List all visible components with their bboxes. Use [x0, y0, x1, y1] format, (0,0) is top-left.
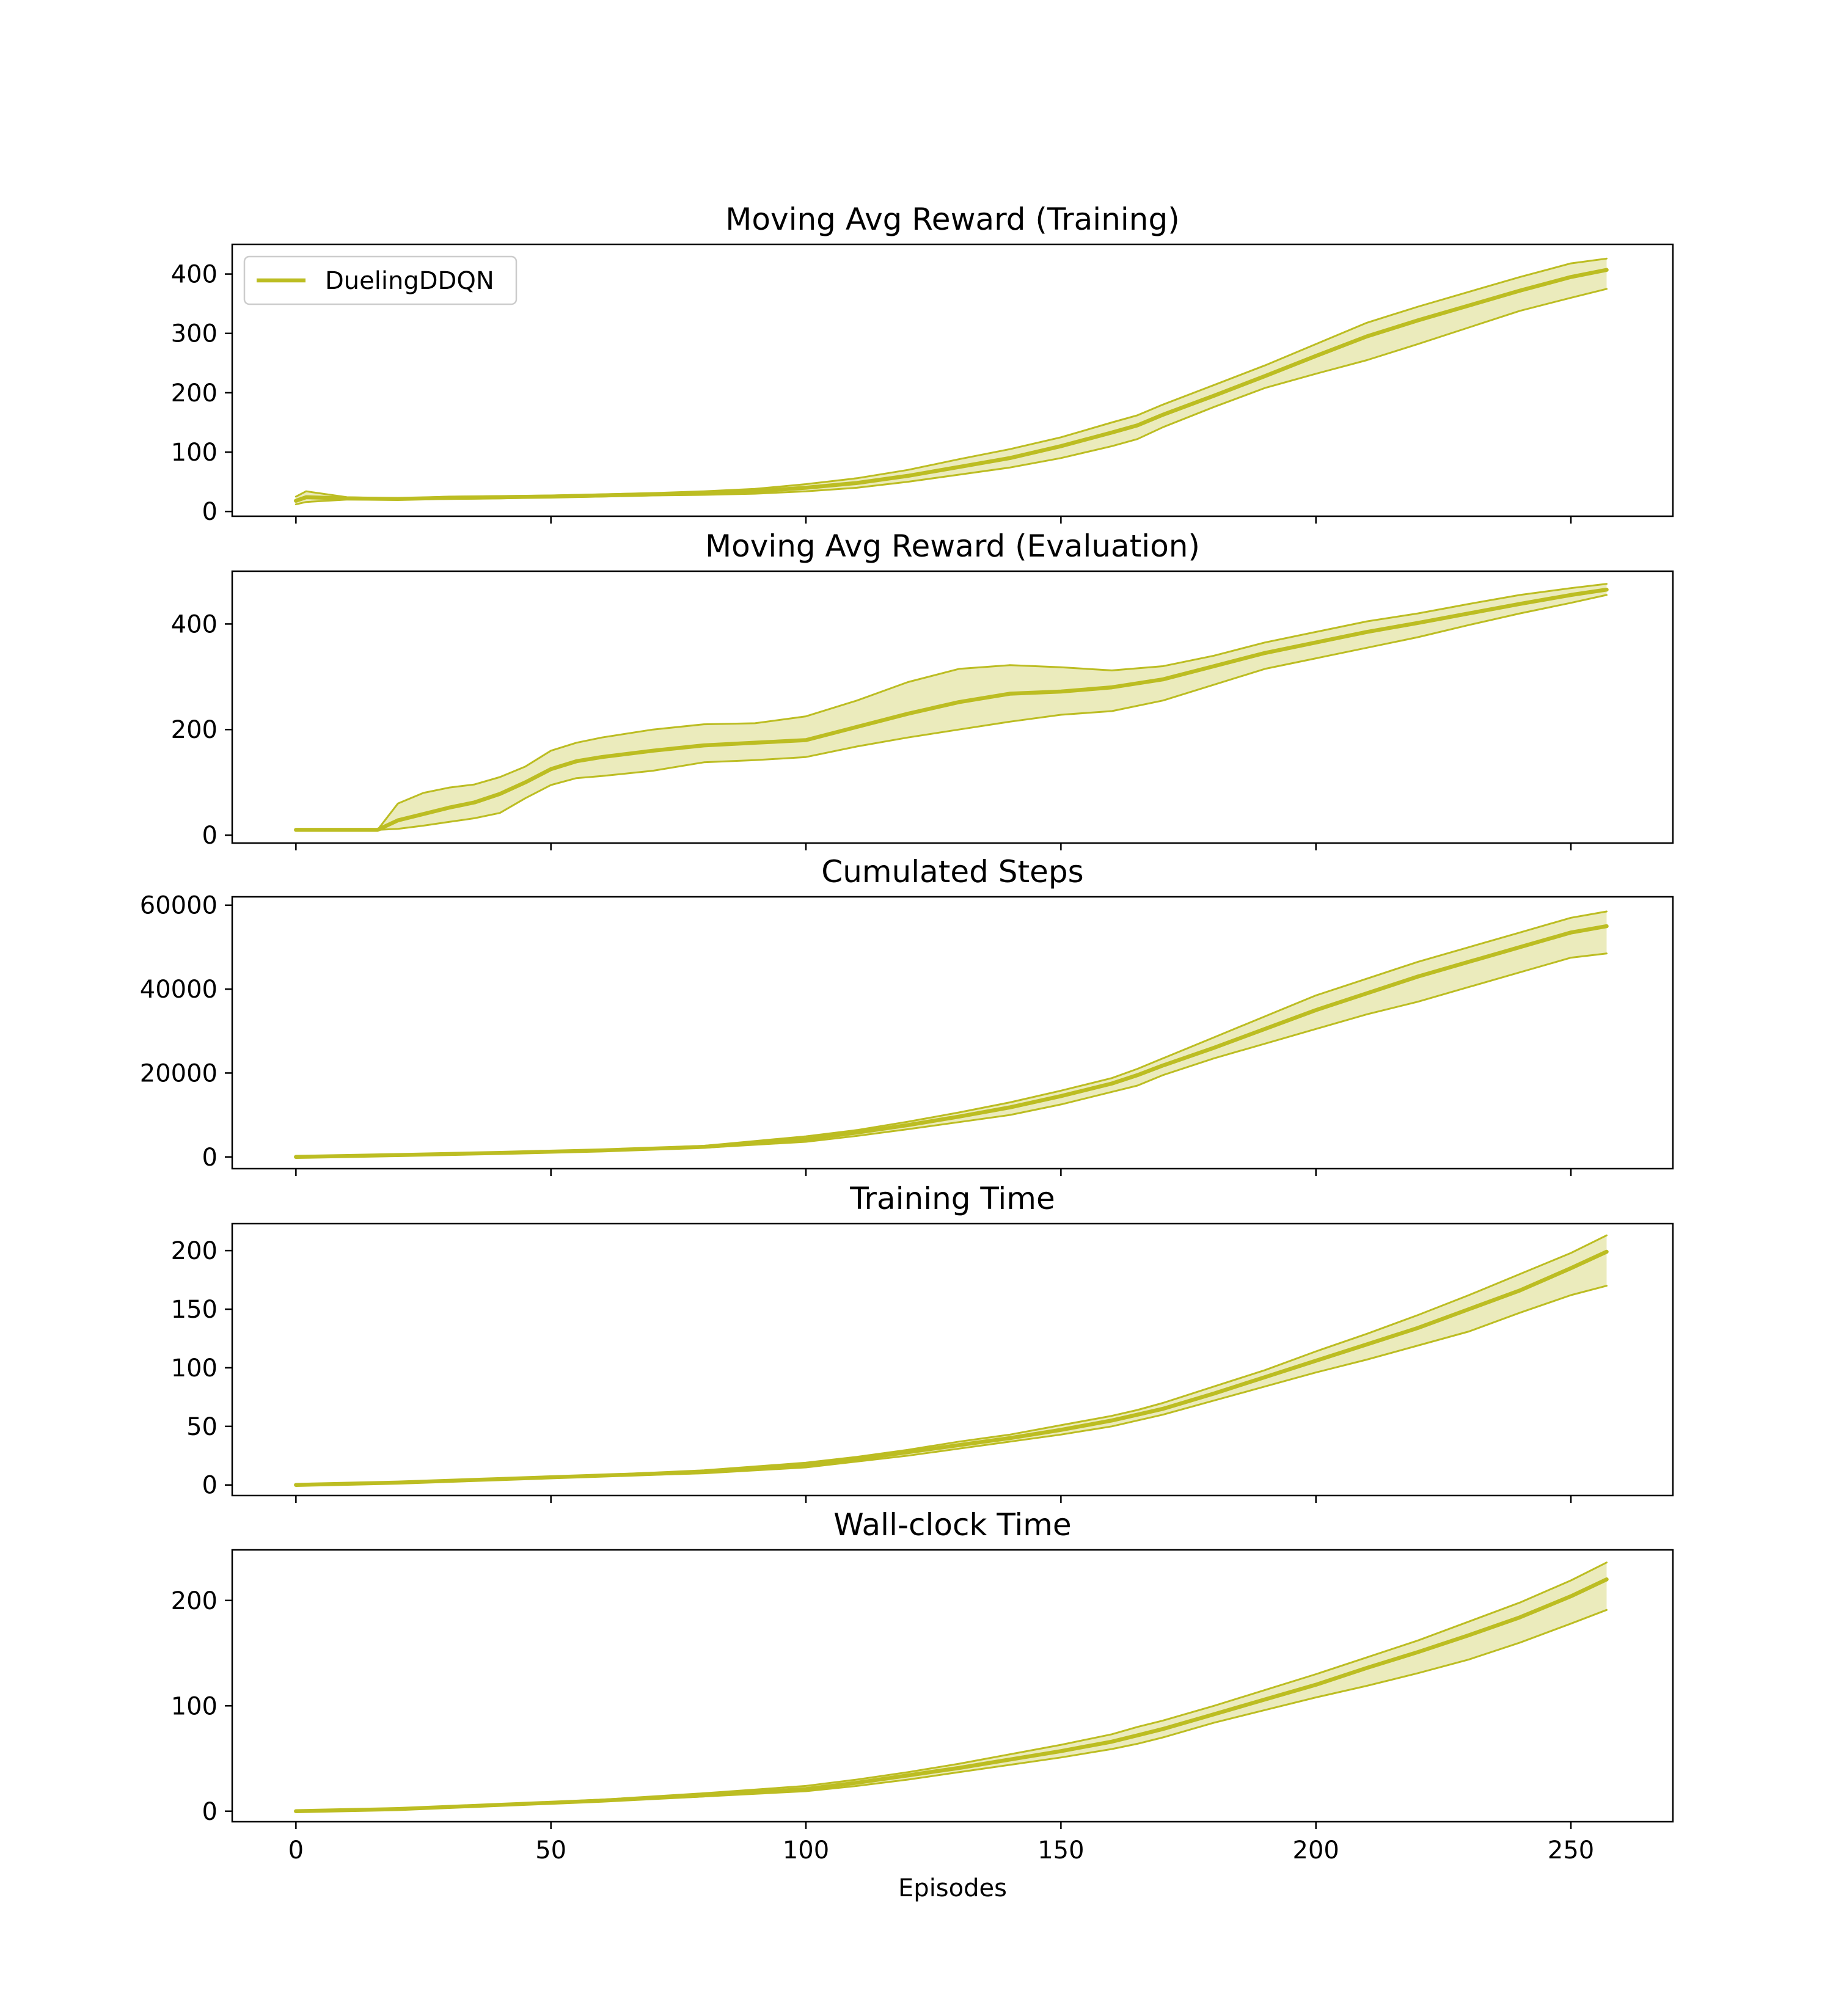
y-tick-label: 20000	[140, 1059, 218, 1087]
mean-line	[294, 1249, 1609, 1487]
confidence-band	[296, 583, 1607, 830]
mean-line	[294, 268, 1609, 503]
y-tick-label: 100	[171, 1692, 218, 1720]
y-tick-label: 300	[171, 320, 218, 348]
axes-frame	[231, 896, 1674, 1170]
y-tick-label: 100	[171, 1354, 218, 1382]
legend: DuelingDDQN	[243, 255, 518, 305]
y-tick-label: 200	[171, 1587, 218, 1615]
y-tick-label: 0	[202, 822, 218, 850]
y-tick-label: 150	[171, 1296, 218, 1324]
y-tick-label: 400	[171, 610, 218, 638]
subplot-5: Wall-clock Time 0 100 200 0 50 100 150 200 250 Epi…	[171, 1507, 1674, 1902]
confidence-band	[296, 1235, 1607, 1485]
y-tick-label: 0	[202, 1144, 218, 1172]
y-tick-label: 0	[202, 1472, 218, 1500]
x-tick-label: 0	[288, 1836, 304, 1864]
subplot-title: Moving Avg Reward (Training)	[725, 202, 1179, 237]
x-tick-label: 100	[783, 1836, 829, 1864]
x-tick-label: 50	[535, 1836, 566, 1864]
y-tick-label: 200	[171, 1237, 218, 1265]
subplot-title: Moving Avg Reward (Evaluation)	[705, 528, 1200, 564]
band-lower-line	[295, 594, 1608, 831]
x-tick-label: 200	[1293, 1836, 1339, 1864]
subplot-title: Cumulated Steps	[821, 854, 1083, 889]
mean-line	[294, 924, 1609, 1160]
confidence-band	[296, 1562, 1607, 1811]
subplot-1: Moving Avg Reward (Training) 0 100 200 300 40…	[171, 202, 1674, 526]
legend-label: DuelingDDQN	[325, 267, 494, 295]
mean-line	[294, 1577, 1609, 1814]
y-tick-label: 60000	[140, 892, 218, 920]
axes-frame	[231, 1222, 1674, 1497]
axes-frame	[231, 243, 1674, 517]
y-tick-label: 200	[171, 716, 218, 744]
subplot-title: Training Time	[849, 1181, 1055, 1216]
y-tick-label: 0	[202, 1798, 218, 1826]
y-tick-label: 40000	[140, 976, 218, 1004]
legend-box	[243, 255, 518, 305]
mean-line	[294, 587, 1609, 832]
subplot-4: Training Time 0 50 100 150 200	[171, 1181, 1674, 1503]
y-tick-label: 0	[202, 498, 218, 526]
subplot-2: Moving Avg Reward (Evaluation) 0 200 400	[171, 528, 1674, 850]
x-axis-label: Episodes	[898, 1874, 1007, 1902]
x-tick-label: 150	[1037, 1836, 1084, 1864]
subplot-3: Cumulated Steps 0 20000 40000 60000	[140, 854, 1674, 1176]
y-tick-label: 100	[171, 439, 218, 467]
band-upper-line	[295, 583, 1608, 831]
y-tick-label: 400	[171, 261, 218, 289]
axes-frame	[231, 570, 1674, 844]
x-tick-label: 250	[1548, 1836, 1594, 1864]
subplot-title: Wall-clock Time	[833, 1507, 1071, 1543]
y-tick-label: 200	[171, 379, 218, 407]
y-tick-label: 50	[186, 1413, 218, 1441]
axes-frame	[231, 1549, 1674, 1823]
